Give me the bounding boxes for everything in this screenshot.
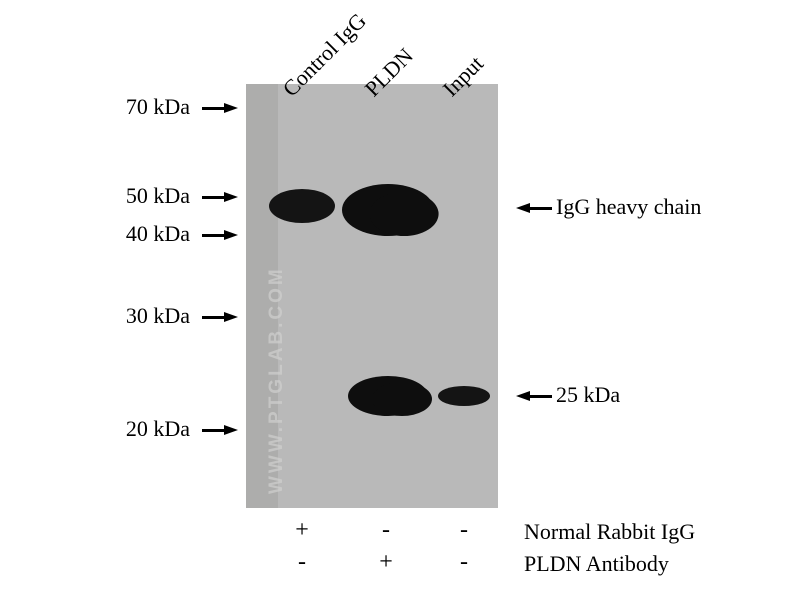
band-0: [269, 189, 335, 223]
marker-label-0: 70 kDa: [0, 94, 190, 120]
band-3: [438, 386, 490, 406]
right-annot-0: IgG heavy chain: [556, 194, 701, 220]
pm-1-0: -: [292, 549, 312, 576]
pm-1-1: +: [376, 549, 396, 576]
band-1: [342, 184, 439, 236]
marker-label-2: 40 kDa: [0, 221, 190, 247]
marker-arrow-3: [224, 312, 238, 322]
right-arrow-1: [516, 391, 530, 401]
right-annot-1: 25 kDa: [556, 382, 620, 408]
right-arrow-0: [516, 203, 530, 213]
marker-label-1: 50 kDa: [0, 183, 190, 209]
band-2: [348, 376, 432, 416]
pm-1-2: -: [454, 549, 474, 576]
legend-1: PLDN Antibody: [524, 551, 669, 577]
pm-0-0: +: [292, 517, 312, 544]
bands-svg: [0, 0, 800, 600]
marker-arrow-0: [224, 103, 238, 113]
pm-0-2: -: [454, 517, 474, 544]
pm-0-1: -: [376, 517, 396, 544]
marker-label-4: 20 kDa: [0, 416, 190, 442]
marker-label-3: 30 kDa: [0, 303, 190, 329]
marker-arrow-4: [224, 425, 238, 435]
legend-0: Normal Rabbit IgG: [524, 519, 695, 545]
marker-arrow-1: [224, 192, 238, 202]
marker-arrow-2: [224, 230, 238, 240]
